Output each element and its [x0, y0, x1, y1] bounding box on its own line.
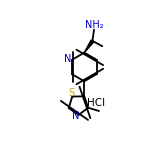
Polygon shape [84, 40, 94, 53]
Text: N: N [64, 54, 71, 64]
Text: HCl: HCl [86, 98, 105, 108]
Text: N: N [72, 111, 79, 121]
Text: S: S [68, 88, 74, 98]
Text: NH₂: NH₂ [85, 20, 104, 30]
